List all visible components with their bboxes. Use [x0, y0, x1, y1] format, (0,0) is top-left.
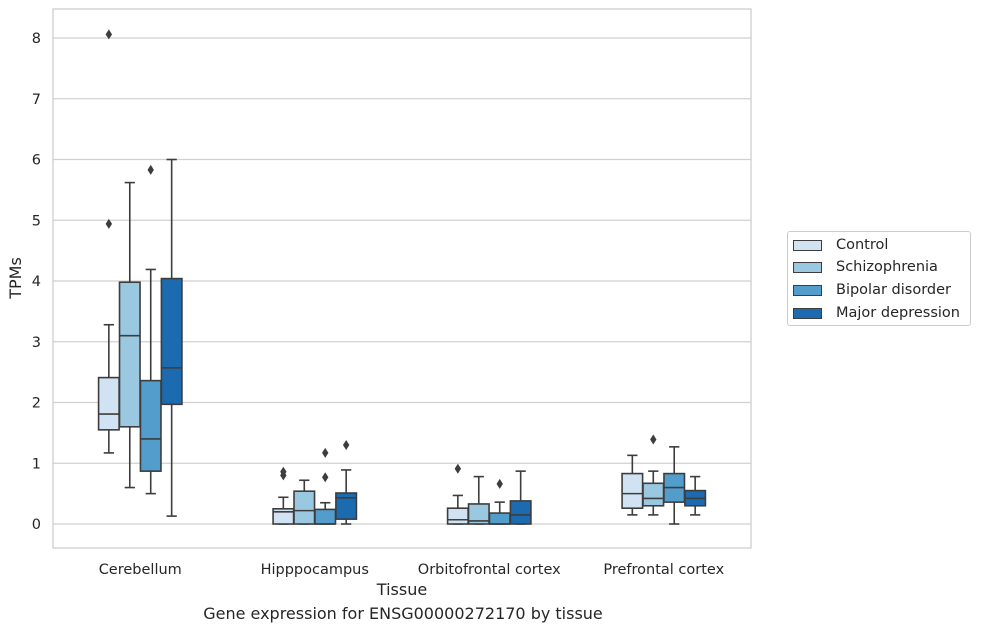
box-2-1	[314, 447, 337, 525]
box-1-2	[467, 475, 490, 525]
x-tick-label-2: Orbitofrontal cortex	[418, 562, 561, 578]
y-axis-label: TPMs	[6, 257, 25, 300]
chart-caption: Gene expression for ENSG00000272170 by t…	[203, 604, 603, 623]
y-tick-label-2: 2	[32, 396, 41, 412]
box-0-1	[272, 466, 295, 525]
legend-swatch-schizophrenia	[793, 261, 822, 273]
outlier-point	[342, 440, 350, 451]
legend-label-control: Control	[836, 237, 889, 253]
box-2-3	[663, 446, 686, 525]
box-body	[97, 376, 120, 431]
legend-item-major-depression: Major depression	[793, 303, 960, 323]
outlier-point	[322, 472, 329, 483]
legend-swatch-bipolar-disorder	[793, 284, 822, 296]
legend-label-schizophrenia: Schizophrenia	[836, 259, 938, 275]
legend-label-major-depression: Major depression	[836, 305, 960, 321]
y-tick-label-4: 4	[32, 274, 41, 290]
legend-swatch-control	[793, 239, 822, 251]
box-body	[314, 508, 337, 525]
outlier-point	[280, 466, 287, 477]
legend-item-bipolar-disorder: Bipolar disorder	[793, 280, 951, 300]
box-body	[293, 490, 316, 525]
box-plot-chart: 0 1 2 3 4 5 6 7 8 Cerebellum Hipppocampus Orbitofr…	[6, 8, 752, 599]
box-3-0	[160, 158, 183, 517]
box-body	[642, 482, 665, 507]
plot-frame	[52, 8, 752, 549]
box-0-3	[621, 454, 644, 516]
box-2-0	[139, 164, 162, 495]
box-1-1	[293, 479, 316, 525]
y-tick-label-3: 3	[32, 335, 41, 351]
box-3-3	[684, 475, 707, 516]
y-tick-label-8: 8	[32, 31, 41, 47]
x-tick-labels: Cerebellum Hipppocampus Orbitofrontal cort…	[99, 562, 725, 578]
box-body	[335, 492, 358, 520]
boxes	[97, 29, 707, 525]
box-0-0	[97, 29, 120, 454]
box-1-0	[118, 181, 141, 489]
box-body	[160, 277, 183, 406]
box-3-2	[509, 470, 532, 525]
box-body	[509, 500, 532, 525]
outlier-point	[454, 463, 462, 474]
outlier-point	[650, 434, 657, 445]
box-0-2	[446, 463, 469, 525]
y-tick-label-0: 0	[32, 517, 41, 533]
outlier-point	[105, 29, 113, 40]
box-body	[446, 507, 469, 525]
x-tick-label-1: Hipppocampus	[261, 562, 369, 578]
y-tick-label-5: 5	[32, 213, 41, 229]
box-body	[139, 379, 162, 472]
x-tick-label-3: Prefrontal cortex	[603, 562, 724, 578]
legend-label-bipolar-disorder: Bipolar disorder	[836, 282, 951, 298]
x-tick-label-0: Cerebellum	[99, 562, 182, 578]
outlier-point	[147, 164, 154, 175]
y-tick-label-7: 7	[32, 92, 41, 108]
box-body	[488, 512, 511, 525]
legend-item-control: Control	[793, 235, 888, 255]
box-3-1	[335, 440, 358, 525]
y-tick-labels: 0 1 2 3 4 5 6 7 8	[32, 31, 41, 533]
legend-swatch-major-depression	[793, 307, 822, 319]
outlier-point	[496, 478, 503, 489]
box-body	[118, 281, 141, 428]
box-2-2	[488, 478, 511, 525]
legend-item-schizophrenia: Schizophrenia	[793, 257, 938, 277]
y-tick-label-1: 1	[32, 456, 41, 472]
y-tick-label-6: 6	[32, 153, 41, 169]
box-body	[621, 472, 644, 510]
legend: Control Schizophrenia Bipolar disorder M…	[787, 231, 971, 326]
outlier-point	[105, 218, 113, 229]
box-1-3	[642, 434, 665, 516]
outlier-point	[322, 447, 329, 458]
x-axis-label: Tissue	[376, 580, 427, 599]
